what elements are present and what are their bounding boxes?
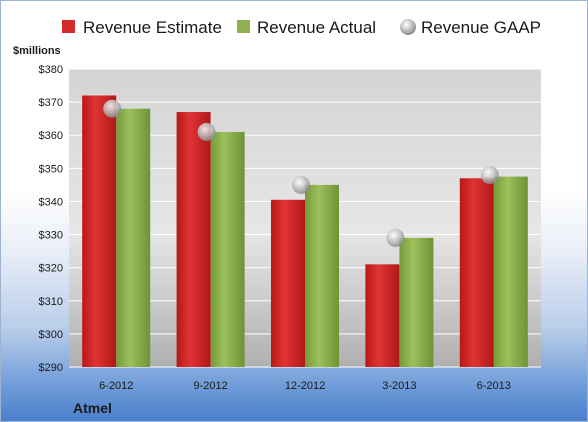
x-tick-label: 9-2012 bbox=[193, 380, 227, 392]
bar-revenue-actual bbox=[116, 108, 151, 367]
legend-label-revenue-gaap: Revenue GAAP bbox=[421, 18, 541, 37]
bar-revenue-estimate bbox=[365, 264, 400, 367]
bar-revenue-actual bbox=[399, 237, 434, 367]
marker-revenue-gaap bbox=[197, 122, 216, 141]
marker-revenue-gaap bbox=[292, 175, 310, 194]
y-tick-label: $340 bbox=[39, 196, 63, 208]
x-axis-labels: 6-2012 9-2012 12-2012 3-2013 6-2013 bbox=[99, 380, 511, 392]
y-tick-label: $370 bbox=[39, 97, 63, 109]
bar-revenue-estimate bbox=[459, 178, 494, 367]
y-tick-label: $300 bbox=[39, 329, 63, 341]
y-axis-ticks: $290 $300 $310 $320 $330 $340 $350 $360 $370 $380 bbox=[39, 64, 63, 374]
y-tick-label: $310 bbox=[39, 296, 63, 308]
x-tick-label: 12-2012 bbox=[285, 380, 325, 392]
x-tick-label: 3-2013 bbox=[382, 380, 416, 392]
y-tick-label: $380 bbox=[39, 64, 63, 76]
marker-revenue-gaap bbox=[103, 99, 122, 118]
y-tick-label: $320 bbox=[39, 263, 63, 275]
legend-swatch-revenue-actual bbox=[237, 20, 250, 33]
legend-label-revenue-estimate: Revenue Estimate bbox=[83, 18, 222, 37]
bar-revenue-estimate bbox=[176, 112, 211, 368]
y-tick-label: $350 bbox=[39, 163, 63, 175]
legend-label-revenue-actual: Revenue Actual bbox=[257, 18, 376, 37]
legend-swatch-revenue-estimate bbox=[62, 20, 75, 33]
bar-revenue-actual bbox=[210, 131, 245, 367]
y-tick-label: $290 bbox=[39, 362, 63, 374]
bar-revenue-actual bbox=[493, 176, 528, 367]
gaap-markers bbox=[103, 99, 499, 247]
y-axis-unit-label: $millions bbox=[13, 45, 61, 57]
legend-marker-revenue-gaap bbox=[400, 19, 416, 35]
bar-revenue-estimate bbox=[271, 199, 305, 367]
bars bbox=[82, 95, 528, 368]
bar-revenue-actual bbox=[305, 184, 339, 367]
company-label: Atmel bbox=[73, 400, 112, 416]
legend: Revenue Estimate Revenue Actual Revenue … bbox=[62, 18, 541, 37]
x-tick-label: 6-2013 bbox=[477, 380, 511, 392]
y-tick-label: $330 bbox=[39, 230, 63, 242]
x-tick-label: 6-2012 bbox=[99, 380, 133, 392]
marker-revenue-gaap bbox=[386, 228, 405, 247]
y-tick-label: $360 bbox=[39, 130, 63, 142]
bar-revenue-estimate bbox=[82, 95, 117, 367]
marker-revenue-gaap bbox=[480, 165, 499, 184]
